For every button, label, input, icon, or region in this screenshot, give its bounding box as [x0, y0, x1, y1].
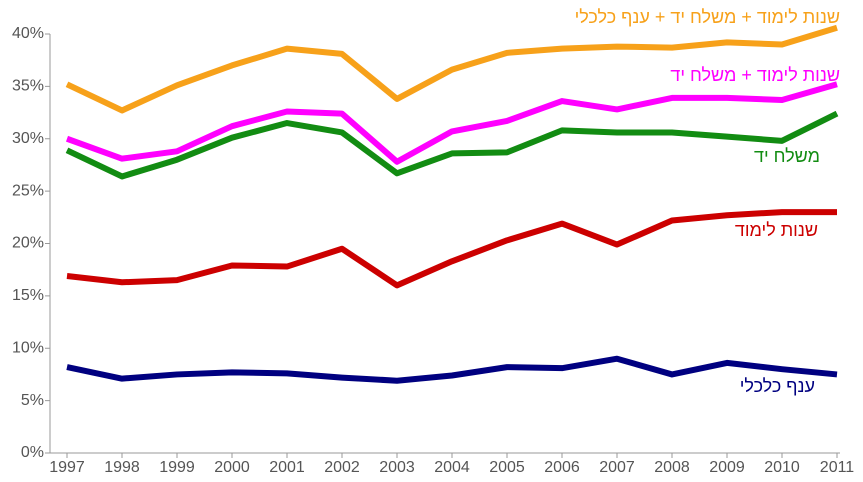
- series-label: שנות לימוד + משלח יד: [670, 65, 840, 85]
- series-label: שנות לימוד + משלח יד + ענף כלכלי: [575, 7, 840, 27]
- y-tick-label: 10%: [12, 339, 44, 356]
- x-tick-label: 2007: [599, 459, 635, 476]
- y-tick-label: 40%: [12, 25, 44, 42]
- y-tick-label: 25%: [12, 182, 44, 199]
- series-line: [66, 209, 837, 289]
- x-tick-label: 2006: [544, 459, 580, 476]
- series-label: משלח יד: [754, 146, 820, 166]
- x-tick-label: 1999: [159, 459, 195, 476]
- x-tick-label: 2003: [379, 459, 415, 476]
- y-tick-label: 20%: [12, 235, 44, 252]
- x-tick-label: 1997: [49, 459, 85, 476]
- x-tick-label: 2002: [324, 459, 360, 476]
- y-tick-label: 35%: [12, 78, 44, 95]
- series-line: [65, 110, 839, 180]
- x-tick-label: 2000: [214, 459, 250, 476]
- series-line: [65, 24, 838, 114]
- x-tick-label: 2011: [820, 459, 855, 476]
- y-tick-label: 15%: [12, 287, 44, 304]
- x-tick-label: 2001: [269, 459, 305, 476]
- x-tick-label: 1998: [104, 459, 140, 476]
- x-tick-label: 2005: [489, 459, 525, 476]
- x-tick-label: 2009: [709, 459, 745, 476]
- series-line: [66, 355, 838, 384]
- series-label: ענף כלכלי: [740, 376, 815, 396]
- x-tick-label: 2008: [654, 459, 690, 476]
- y-tick-label: 0%: [21, 444, 44, 461]
- y-tick-label: 5%: [21, 392, 44, 409]
- x-tick-label: 2010: [764, 459, 800, 476]
- y-tick-label: 30%: [12, 130, 44, 147]
- series-line: [65, 81, 838, 165]
- x-tick-label: 2004: [434, 459, 470, 476]
- series-label: שנות לימוד: [735, 220, 818, 240]
